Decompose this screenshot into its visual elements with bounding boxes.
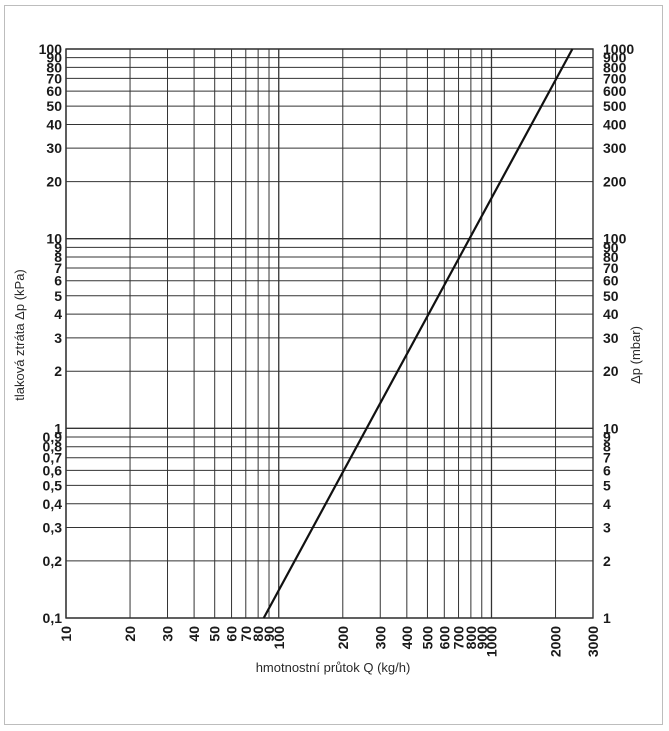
y2-tick-label: 4 xyxy=(603,496,611,512)
y2-tick-label: 80 xyxy=(603,249,619,265)
y2-tick-label: 2 xyxy=(603,553,611,569)
chart-frame xyxy=(4,5,663,725)
y2-tick-label: 40 xyxy=(603,306,619,322)
y2-tick-label: 50 xyxy=(603,288,619,304)
grid-lines xyxy=(65,48,594,619)
y-tick-label: 50 xyxy=(46,98,62,114)
y-tick-label: 90 xyxy=(46,50,62,66)
x-axis-label: hmotnostní průtok Q (kg/h) xyxy=(256,660,411,675)
y2-tick-label: 6 xyxy=(603,462,611,478)
x-tick-label: 90 xyxy=(261,626,277,642)
y-tick-label: 7 xyxy=(54,260,62,276)
y2-tick-label: 900 xyxy=(603,50,627,66)
x-tick-label: 60 xyxy=(224,626,240,642)
y-tick-label: 1 xyxy=(54,420,62,436)
x-tick-label: 40 xyxy=(186,626,202,642)
y-tick-label: 0,7 xyxy=(43,450,63,466)
x-tick-label: 300 xyxy=(372,626,388,650)
y-tick-label: 60 xyxy=(46,83,62,99)
y2-tick-label: 600 xyxy=(603,83,627,99)
x-tick-label: 80 xyxy=(250,626,266,642)
y2-tick-label: 30 xyxy=(603,330,619,346)
x-tick-label: 800 xyxy=(463,626,479,650)
y2-tick-label: 400 xyxy=(603,116,627,132)
y-tick-label: 10 xyxy=(46,231,62,247)
x-tick-label: 400 xyxy=(399,626,415,650)
y-tick-label: 20 xyxy=(46,174,62,190)
y2-tick-label: 100 xyxy=(603,231,627,247)
y-tick-label: 9 xyxy=(54,239,62,255)
x-tick-label: 600 xyxy=(436,626,452,650)
y2-tick-label: 5 xyxy=(603,477,611,493)
y-tick-label: 0,4 xyxy=(43,496,63,512)
y2-tick-label: 3 xyxy=(603,520,611,536)
series-layer xyxy=(262,48,574,619)
y-tick-label: 3 xyxy=(54,330,62,346)
y-tick-label: 0,9 xyxy=(43,429,63,445)
y2-tick-label: 8 xyxy=(603,439,611,455)
x-tick-label: 100 xyxy=(271,626,287,650)
x-tick-label: 3000 xyxy=(585,626,601,657)
y-axis-label: tlaková ztráta Δp (kPa) xyxy=(12,269,27,401)
y-tick-label: 0,8 xyxy=(43,439,63,455)
series-line xyxy=(262,48,574,619)
y2-tick-label: 9 xyxy=(603,429,611,445)
x-tick-label: 10 xyxy=(58,626,74,642)
y2-tick-label: 700 xyxy=(603,70,627,86)
y-tick-label: 30 xyxy=(46,140,62,156)
x-tick-label: 30 xyxy=(160,626,176,642)
y-tick-label: 0,5 xyxy=(43,477,63,493)
x-tick-label: 70 xyxy=(238,626,254,642)
x-tick-label: 700 xyxy=(451,626,467,650)
y2-tick-label: 60 xyxy=(603,273,619,289)
y2-tick-label: 1 xyxy=(603,610,611,626)
y2-tick-label: 300 xyxy=(603,140,627,156)
y2-axis-label: Δp (mbar) xyxy=(628,326,643,384)
y-tick-label: 5 xyxy=(54,288,62,304)
y2-tick-label: 500 xyxy=(603,98,627,114)
x-tick-label: 50 xyxy=(207,626,223,642)
x-tick-label: 20 xyxy=(122,626,138,642)
y2-tick-label: 200 xyxy=(603,174,627,190)
y-tick-label: 80 xyxy=(46,59,62,75)
y2-tick-label: 10 xyxy=(603,420,619,436)
x-tick-label: 2000 xyxy=(548,626,564,657)
x-tick-label: 500 xyxy=(419,626,435,650)
x-tick-label: 1000 xyxy=(483,626,499,657)
x-tick-label: 900 xyxy=(474,626,490,650)
y-tick-label: 6 xyxy=(54,273,62,289)
y-tick-label: 0,3 xyxy=(43,520,63,536)
y2-tick-label: 90 xyxy=(603,239,619,255)
y2-tick-label: 20 xyxy=(603,363,619,379)
y-tick-label: 40 xyxy=(46,116,62,132)
y2-tick-label: 800 xyxy=(603,59,627,75)
y-tick-label: 2 xyxy=(54,363,62,379)
y-tick-label: 0,2 xyxy=(43,553,63,569)
x-tick-label: 200 xyxy=(335,626,351,650)
y-tick-label: 0,1 xyxy=(43,610,63,626)
y-tick-label: 8 xyxy=(54,249,62,265)
y-tick-label: 70 xyxy=(46,70,62,86)
y2-tick-label: 1000 xyxy=(603,41,634,57)
y-tick-label: 4 xyxy=(54,306,62,322)
y-tick-label: 0,6 xyxy=(43,462,63,478)
plot-border xyxy=(65,48,594,619)
y-tick-label: 100 xyxy=(39,41,63,57)
y2-tick-label: 7 xyxy=(603,450,611,466)
y2-tick-label: 70 xyxy=(603,260,619,276)
